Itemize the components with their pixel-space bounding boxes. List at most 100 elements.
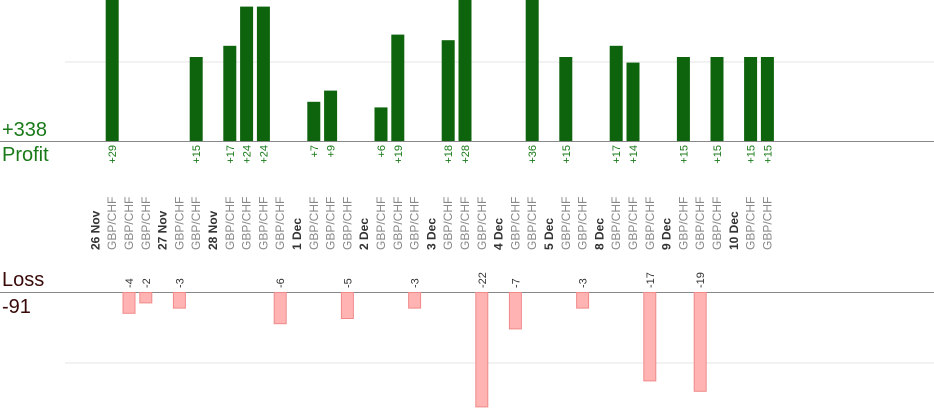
loss-value-label: -6 (275, 278, 287, 288)
pair-label: GBP/CHF (609, 197, 623, 250)
loss-bar (643, 292, 657, 382)
pair-label: GBP/CHF (273, 197, 287, 250)
pair-label: GBP/CHF (189, 197, 203, 250)
loss-bar (122, 292, 136, 314)
profit-bar (441, 40, 455, 142)
profit-total: +338 (2, 119, 48, 141)
profit-bar (744, 57, 758, 141)
loss-value-label: -3 (174, 278, 186, 288)
date-label: 10 Dec (727, 211, 741, 250)
date-label: 3 Dec (424, 218, 438, 250)
profit-value-label: +29 (107, 145, 119, 164)
profit-bar (559, 57, 573, 141)
profit-bar (458, 0, 472, 141)
pair-label: GBP/CHF (441, 197, 455, 250)
pair-label: GBP/CHF (172, 197, 186, 250)
profit-value-label: +14 (628, 145, 640, 164)
pair-label: GBP/CHF (475, 197, 489, 250)
profit-value-label: +17 (225, 145, 237, 164)
pair-label: GBP/CHF (676, 197, 690, 250)
pair-label: GBP/CHF (324, 197, 338, 250)
profit-bar (710, 57, 724, 141)
loss-bar (408, 292, 422, 309)
pair-label: GBP/CHF (223, 197, 237, 250)
loss-value-label: -2 (141, 278, 153, 288)
profit-bar (223, 45, 237, 141)
date-label: 27 Nov (156, 210, 170, 250)
loss-value-label: -7 (510, 278, 522, 288)
pair-label: GBP/CHF (374, 197, 388, 250)
profit-value-label: +24 (258, 145, 270, 164)
loss-bar (172, 292, 186, 309)
pair-label: GBP/CHF (626, 197, 640, 250)
profit-value-label: +15 (561, 145, 573, 164)
profit-bar (626, 62, 640, 141)
loss-bar (139, 292, 153, 304)
loss-bar (693, 292, 707, 392)
date-label: 26 Nov (88, 210, 102, 250)
date-label: 2 Dec (357, 218, 371, 250)
loss-bar (475, 292, 489, 408)
profit-value-label: +15 (746, 145, 758, 164)
loss-value-label: -3 (410, 278, 422, 288)
date-label: 5 Dec (542, 218, 556, 250)
profit-bar (256, 6, 270, 141)
date-label: 28 Nov (206, 210, 220, 250)
pair-label: GBP/CHF (576, 197, 590, 250)
pair-label: GBP/CHF (508, 197, 522, 250)
loss-value-label: -4 (124, 278, 136, 288)
pair-label: GBP/CHF (744, 197, 758, 250)
loss-value-label: -22 (477, 272, 489, 288)
profit-bar (189, 57, 203, 141)
profit-value-label: +15 (678, 145, 690, 164)
pair-label: GBP/CHF (408, 197, 422, 250)
loss-value-label: -19 (695, 272, 707, 288)
profit-bar (391, 34, 405, 141)
loss-value-label: -5 (342, 278, 354, 288)
profit-value-label: +17 (611, 145, 623, 164)
profit-bar (609, 45, 623, 141)
pair-label: GBP/CHF (559, 197, 573, 250)
pair-label: GBP/CHF (760, 197, 774, 250)
pair-label: GBP/CHF (693, 197, 707, 250)
profit-bar (676, 57, 690, 141)
pair-label: GBP/CHF (105, 197, 119, 250)
pair-label: GBP/CHF (458, 197, 472, 250)
loss-bar (576, 292, 590, 309)
profit-value-label: +36 (527, 145, 539, 164)
profit-label: Profit (2, 144, 49, 166)
date-label: 9 Dec (660, 218, 674, 250)
pair-label: GBP/CHF (307, 197, 321, 250)
loss-total: -91 (2, 296, 31, 318)
profit-value-label: +15 (762, 145, 774, 164)
profit-bar (374, 107, 388, 141)
profit-bar (324, 90, 338, 141)
pair-label: GBP/CHF (710, 197, 724, 250)
loss-bar (273, 292, 287, 325)
date-label: 8 Dec (592, 218, 606, 250)
profit-bar (525, 0, 539, 141)
loss-value-label: -3 (578, 278, 590, 288)
date-label: 1 Dec (290, 218, 304, 250)
date-label: 4 Dec (492, 218, 506, 250)
profit-value-label: +15 (712, 145, 724, 164)
pair-label: GBP/CHF (525, 197, 539, 250)
pair-label: GBP/CHF (643, 197, 657, 250)
profit-value-label: +6 (376, 145, 388, 158)
profit-value-label: +18 (443, 145, 455, 164)
profit-value-label: +19 (393, 145, 405, 164)
profit-value-label: +28 (460, 145, 472, 164)
loss-value-label: -17 (645, 272, 657, 288)
pair-label: GBP/CHF (340, 197, 354, 250)
profit-bar (307, 101, 321, 141)
pair-label: GBP/CHF (122, 197, 136, 250)
profit-value-label: +7 (309, 145, 321, 158)
loss-label: Loss (2, 269, 45, 291)
profit-bar (105, 0, 119, 141)
profit-bar (240, 6, 254, 141)
profit-value-label: +24 (242, 145, 254, 164)
loss-bar (508, 292, 522, 330)
pair-label: GBP/CHF (256, 197, 270, 250)
pair-label: GBP/CHF (240, 197, 254, 250)
